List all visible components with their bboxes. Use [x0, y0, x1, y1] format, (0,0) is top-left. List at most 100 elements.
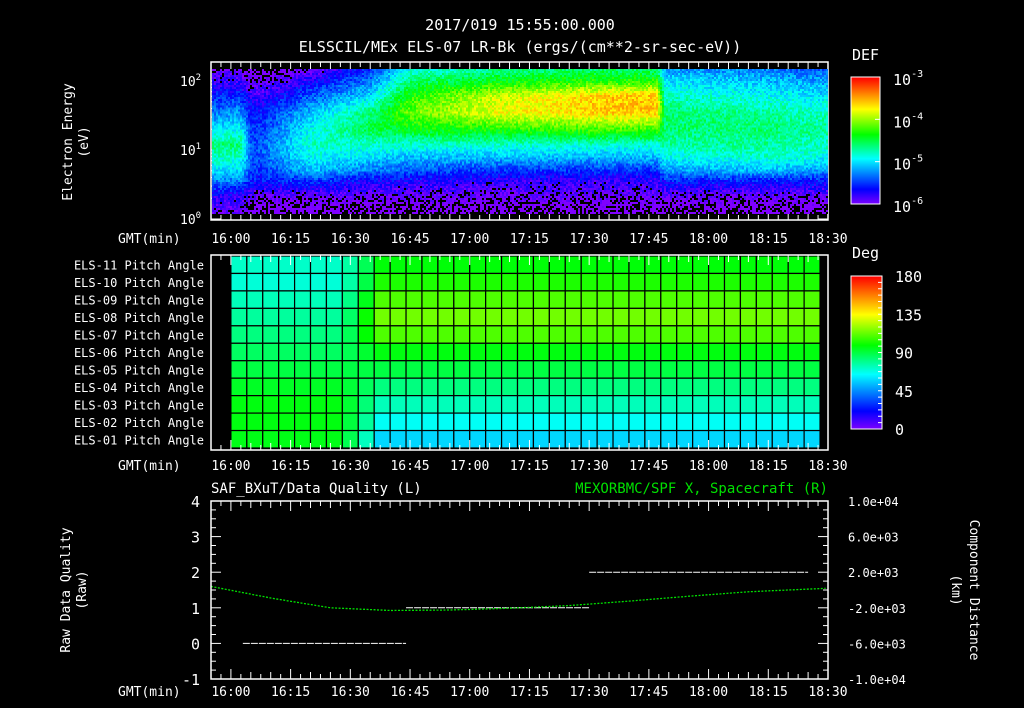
def-colorbar-segment	[851, 155, 880, 157]
deg-colorbar-segment	[851, 295, 882, 297]
pitch-angle-cell	[262, 325, 280, 344]
pitch-angle-cell	[612, 360, 630, 379]
deg-colorbar-segment	[851, 276, 882, 278]
deg-colorbar-segment	[851, 317, 882, 319]
pitch-angle-cell	[437, 377, 455, 397]
deg-colorbar-segment	[851, 349, 882, 351]
pitch-angle-cell	[262, 342, 280, 362]
def-colorbar-segment	[851, 189, 880, 191]
pitch-angle-cell	[500, 307, 519, 327]
def-colorbar-segment	[851, 78, 880, 80]
pitch-angle-cell	[723, 395, 742, 414]
deg-colorbar-segment	[851, 377, 882, 379]
def-colorbar-segment	[851, 120, 880, 122]
deg-colorbar-segment	[851, 299, 882, 301]
deg-colorbar-segment	[851, 291, 882, 293]
def-colorbar-segment	[851, 85, 880, 87]
pitch-angle-cell	[628, 272, 646, 292]
def-colorbar-segment	[851, 86, 880, 88]
def-colorbar-segment	[851, 137, 880, 139]
pitch-angle-cell	[325, 307, 343, 327]
pitch-angle-cell	[787, 255, 805, 275]
pitch-angle-cell	[755, 377, 773, 397]
time-tick-label: 17:30	[570, 459, 609, 474]
pitch-angle-cell	[644, 272, 662, 292]
deg-colorbar-segment	[851, 304, 882, 306]
pitch-angle-cell	[707, 429, 726, 449]
def-colorbar-segment	[851, 147, 880, 149]
pitch-angle-cell	[548, 360, 566, 379]
pitch-angle-cell	[293, 272, 312, 292]
def-colorbar-segment	[851, 125, 880, 127]
pitch-angle-cell	[532, 290, 550, 309]
pitch-angle-cell	[469, 395, 487, 414]
pitch-angle-cell	[262, 395, 280, 414]
pitch-angle-cell	[357, 395, 375, 414]
def-colorbar-segment	[851, 92, 880, 94]
time-tick-label: 16:30	[331, 232, 370, 247]
pitch-angle-cell	[405, 395, 423, 414]
pitch-angle-cell	[676, 325, 694, 344]
pitch-angle-cell	[755, 360, 773, 379]
pitch-angle-cell	[564, 325, 582, 344]
pitch-angle-cell	[692, 360, 710, 379]
pitch-angle-cell	[246, 307, 264, 327]
def-colorbar-segment	[851, 170, 880, 172]
pitch-angle-cell	[469, 429, 487, 449]
pitch-angle-cell	[278, 395, 296, 414]
def-colorbar-segment	[851, 91, 880, 93]
def-colorbar-segment	[851, 130, 880, 132]
pitch-angle-cell	[325, 377, 343, 397]
time-tick-label: 17:15	[510, 232, 549, 247]
pitch-angle-cell	[309, 360, 328, 379]
time-tick-label: 16:15	[271, 232, 310, 247]
def-colorbar-segment	[851, 192, 880, 194]
deg-colorbar-segment	[851, 278, 882, 280]
deg-colorbar-segment	[851, 365, 882, 367]
pitch-angle-cell	[707, 412, 726, 432]
def-colorbar-segment	[851, 111, 880, 113]
pitch-angle-cell	[628, 377, 646, 397]
deg-colorbar-segment	[851, 280, 882, 282]
pitch-angle-cell	[453, 272, 471, 292]
def-colorbar-segment	[851, 135, 880, 137]
deg-colorbar-segment	[851, 415, 882, 417]
pitch-angle-cell	[676, 342, 694, 362]
pitch-angle-cell	[644, 342, 662, 362]
def-colorbar-segment	[851, 193, 880, 195]
pitch-angle-cell	[246, 272, 264, 292]
pitch-angle-cell	[612, 255, 630, 275]
pitch-angle-cell	[405, 325, 423, 344]
def-colorbar-segment	[851, 93, 880, 95]
pitch-angle-cell	[437, 290, 455, 309]
pitch-angle-cell	[437, 307, 455, 327]
deg-colorbar-segment	[851, 336, 882, 338]
pitch-angle-cell	[516, 325, 535, 344]
deg-colorbar-segment	[851, 283, 882, 285]
energy-spectrogram-image	[212, 69, 828, 214]
pitch-angle-cell	[532, 360, 550, 379]
pitch-angle-cell	[485, 360, 503, 379]
energy-axis-label: Electron Energy	[61, 83, 76, 201]
def-colorbar-segment	[851, 185, 880, 187]
deg-colorbar-segment	[851, 305, 882, 307]
pitch-angle-cell	[803, 342, 821, 362]
deg-colorbar-tick-label: 135	[895, 306, 922, 324]
pitch-angle-cell	[692, 290, 710, 309]
pitch-angle-cell	[596, 412, 614, 432]
tick-base: 10	[893, 71, 911, 89]
pitch-angle-cell	[660, 325, 678, 344]
pitch-angle-cell	[660, 307, 678, 327]
time-tick-label: 17:15	[510, 459, 549, 474]
def-colorbar-segment	[851, 199, 880, 201]
def-colorbar-segment	[851, 103, 880, 105]
pitch-angle-cell	[389, 255, 407, 275]
pitch-angle-cell	[373, 325, 391, 344]
pitch-angle-cell	[803, 360, 821, 379]
pitch-angle-cell	[723, 325, 742, 344]
pitch-angle-cell	[516, 377, 535, 397]
pitch-angle-cell	[246, 395, 264, 414]
pitch-angle-cell	[405, 377, 423, 397]
deg-colorbar-segment	[851, 373, 882, 375]
def-colorbar-segment	[851, 196, 880, 198]
